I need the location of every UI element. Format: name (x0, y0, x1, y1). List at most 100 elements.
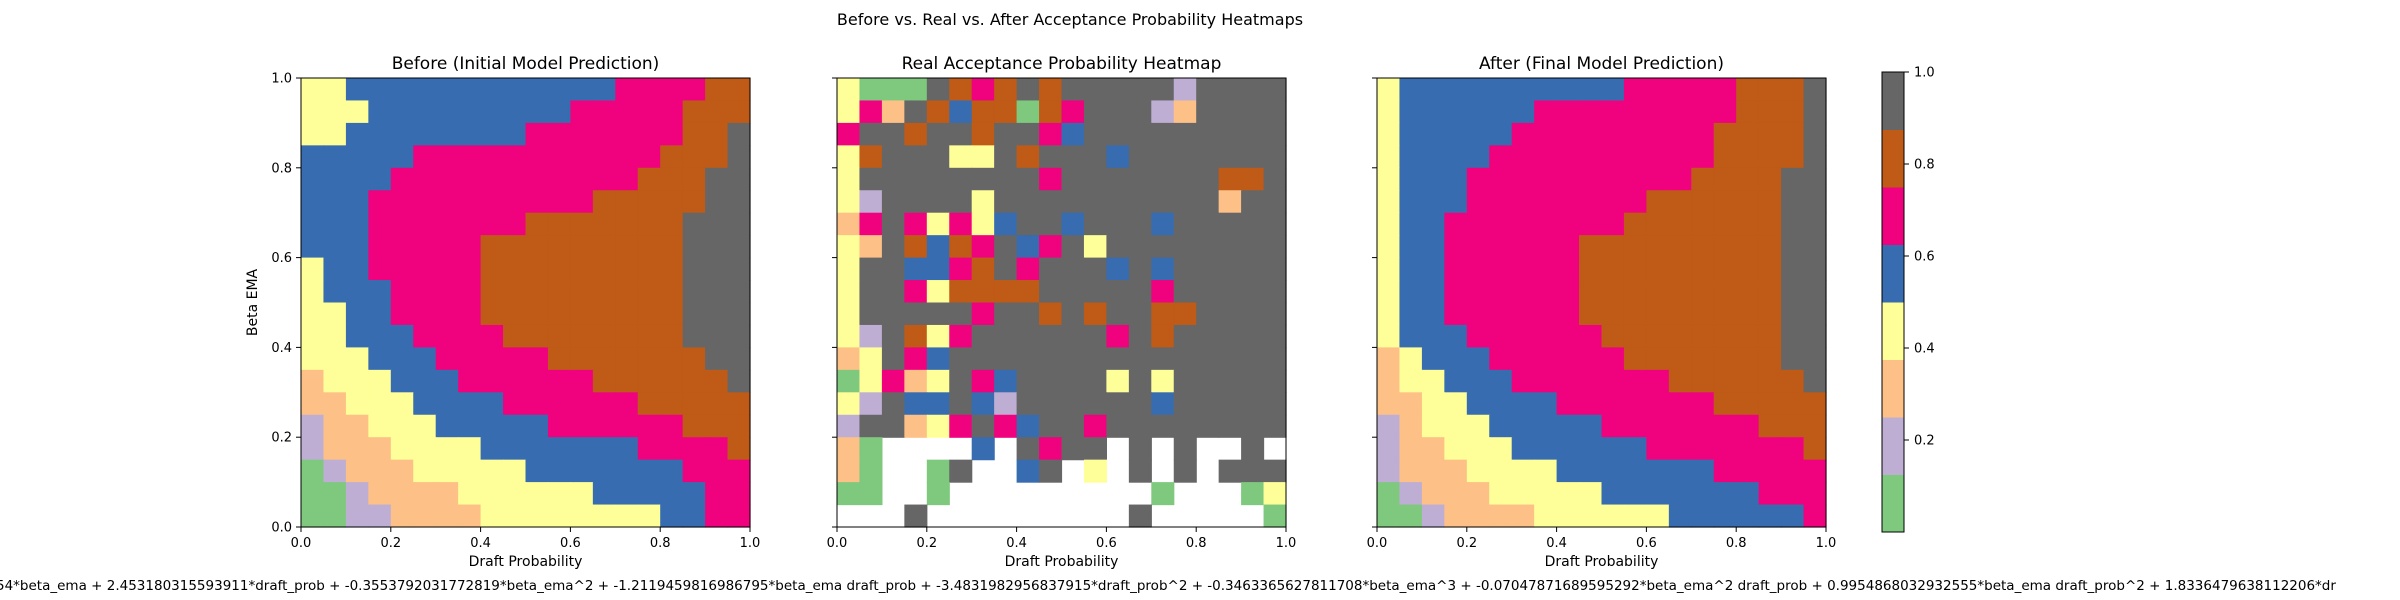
heatmap-cell (1039, 414, 1063, 438)
heatmap-cell (1399, 369, 1423, 393)
heatmap-cell (390, 414, 414, 438)
heatmap-cell (1173, 78, 1197, 102)
heatmap-cell (1444, 235, 1468, 259)
heatmap-cell (458, 324, 482, 348)
heatmap-cell (1016, 122, 1040, 146)
heatmap-cell (926, 459, 950, 483)
heatmap-cell (859, 280, 883, 304)
heatmap-cell (1781, 78, 1805, 102)
formula-caption: 54*beta_ema + 2.453180315593911*draft_pr… (0, 578, 2336, 594)
heatmap-cell (1556, 437, 1580, 461)
heatmap-cell (1713, 504, 1737, 528)
heatmap-cell (503, 482, 527, 506)
heatmap-cell (1106, 212, 1130, 236)
heatmap-cell (1623, 145, 1647, 169)
heatmap-cell (1646, 459, 1670, 483)
x-tick-label: 0.4 (470, 536, 491, 551)
heatmap-cell (1691, 235, 1715, 259)
heatmap-cell (1377, 167, 1401, 191)
heatmap-cell (1758, 459, 1782, 483)
heatmap-cell (1377, 257, 1401, 281)
heatmap-cell (1691, 437, 1715, 461)
heatmap-cell (705, 235, 729, 259)
heatmap-cell (1241, 392, 1265, 416)
heatmap-cell (301, 347, 325, 371)
heatmap-cell (1646, 302, 1670, 326)
heatmap-cell (1803, 459, 1827, 483)
heatmap-cell (368, 122, 392, 146)
heatmap-cell (660, 324, 684, 348)
heatmap-cell (1399, 459, 1423, 483)
heatmap-cell (525, 280, 549, 304)
heatmap-cell (503, 392, 527, 416)
heatmap-cell (1601, 369, 1625, 393)
heatmap-cell (1444, 324, 1468, 348)
heatmap-cell (1713, 324, 1737, 348)
heatmap-cell (1579, 122, 1603, 146)
heatmap-cell (458, 437, 482, 461)
heatmap-cell (1691, 302, 1715, 326)
heatmap-cell (1218, 100, 1242, 124)
heatmap-cell (1781, 437, 1805, 461)
heatmap-cell (1668, 280, 1692, 304)
heatmap-cell (413, 414, 437, 438)
heatmap-cell (592, 167, 616, 191)
heatmap-cell (1713, 100, 1737, 124)
heatmap-cell (435, 235, 459, 259)
heatmap-cell (994, 324, 1018, 348)
heatmap-cell (881, 302, 905, 326)
heatmap-cell (881, 145, 905, 169)
panel-title: Before (Initial Model Prediction) (392, 54, 660, 74)
heatmap-cell (727, 392, 751, 416)
heatmap-cell (1444, 190, 1468, 214)
heatmap-cell (1601, 414, 1625, 438)
heatmap-cell (1399, 145, 1423, 169)
heatmap-cell (368, 302, 392, 326)
x-tick-label: 0.8 (1186, 536, 1207, 551)
heatmap-cell (1377, 145, 1401, 169)
heatmap-cell (1556, 190, 1580, 214)
heatmap-cell (1623, 482, 1647, 506)
heatmap-cell (1399, 78, 1423, 102)
heatmap-cell (323, 212, 347, 236)
heatmap-cell (1713, 302, 1737, 326)
heatmap-cell (1061, 100, 1085, 124)
heatmap-cell (615, 257, 639, 281)
heatmap-cell (1016, 235, 1040, 259)
heatmap-cell (727, 324, 751, 348)
heatmap-cell (458, 78, 482, 102)
heatmap-cell (1803, 392, 1827, 416)
heatmap-cell (570, 167, 594, 191)
heatmap-cell (1556, 257, 1580, 281)
heatmap-cell (1736, 145, 1760, 169)
heatmap-cell (1196, 347, 1220, 371)
heatmap-cell (1758, 504, 1782, 528)
heatmap-cell (859, 145, 883, 169)
heatmap-cell (859, 347, 883, 371)
heatmap-cell (637, 78, 661, 102)
heatmap-cell (1128, 190, 1152, 214)
heatmap-cell (345, 459, 369, 483)
heatmap-cell (1444, 145, 1468, 169)
heatmap-cell (1803, 504, 1827, 528)
heatmap-cell (368, 145, 392, 169)
heatmap-cell (1173, 369, 1197, 393)
heatmap-cell (1466, 212, 1490, 236)
heatmap-cell (1781, 324, 1805, 348)
heatmap-cell (949, 145, 973, 169)
heatmap-cell (1128, 122, 1152, 146)
heatmap-cell (1713, 437, 1737, 461)
heatmap-cell (390, 302, 414, 326)
x-tick-label: 0.4 (1006, 536, 1027, 551)
heatmap-cell (1781, 145, 1805, 169)
heatmap-cell (1579, 302, 1603, 326)
heatmap-cell (1444, 414, 1468, 438)
heatmap-cell (458, 369, 482, 393)
heatmap-cell (1466, 324, 1490, 348)
heatmap-cell (458, 235, 482, 259)
heatmap-cell (1736, 504, 1760, 528)
heatmap-cell (301, 482, 325, 506)
heatmap-cell (1196, 167, 1220, 191)
heatmap-cell (480, 392, 504, 416)
heatmap-cell (368, 459, 392, 483)
